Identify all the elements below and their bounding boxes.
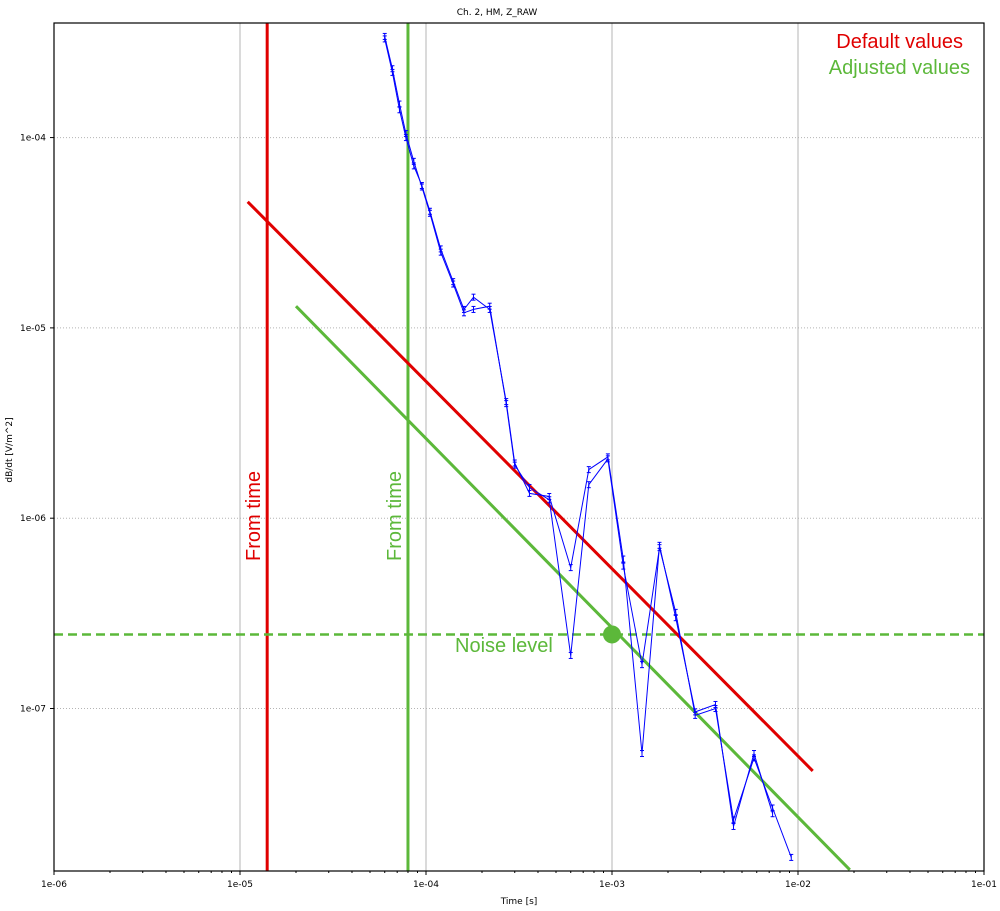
legend-adjusted-values: Adjusted values [829,57,970,79]
y-tick-label: 1e-06 [20,514,46,524]
axes: 1e-06 1e-05 1e-04 1e-03 1e-02 1e-01 1e-07 1e-06… [20,22,997,890]
noise-intersection-point [603,625,621,644]
grid [54,23,984,871]
default-decay-line [246,200,814,772]
plot-background [54,23,984,871]
x-tick-label: 1e-01 [971,880,997,890]
y-tick-label: 1e-04 [20,134,46,144]
from-time-default-label: From time [243,471,265,561]
legend-default-values: Default values [836,31,963,53]
x-axis-label: Time [s] [500,897,538,907]
y-tick-label: 1e-05 [20,324,46,334]
x-tick-label: 1e-02 [785,880,811,890]
x-tick-label: 1e-04 [413,880,439,890]
y-axis-label: dB/dt [V/m^2] [5,417,15,482]
plot-frame [53,22,985,872]
reference-lines [54,23,984,871]
x-tick-label: 1e-05 [227,880,253,890]
data-series [382,32,794,861]
chart-title: Ch. 2, HM, Z_RAW [457,8,538,18]
x-tick-label: 1e-03 [599,880,625,890]
x-tick-label: 1e-06 [41,880,67,890]
y-tick-label: 1e-07 [20,705,46,715]
series-line-2 [384,38,774,827]
from-time-adjusted-label: From time [384,471,406,561]
noise-level-label: Noise level [455,635,553,657]
adjusted-decay-line [294,305,851,871]
